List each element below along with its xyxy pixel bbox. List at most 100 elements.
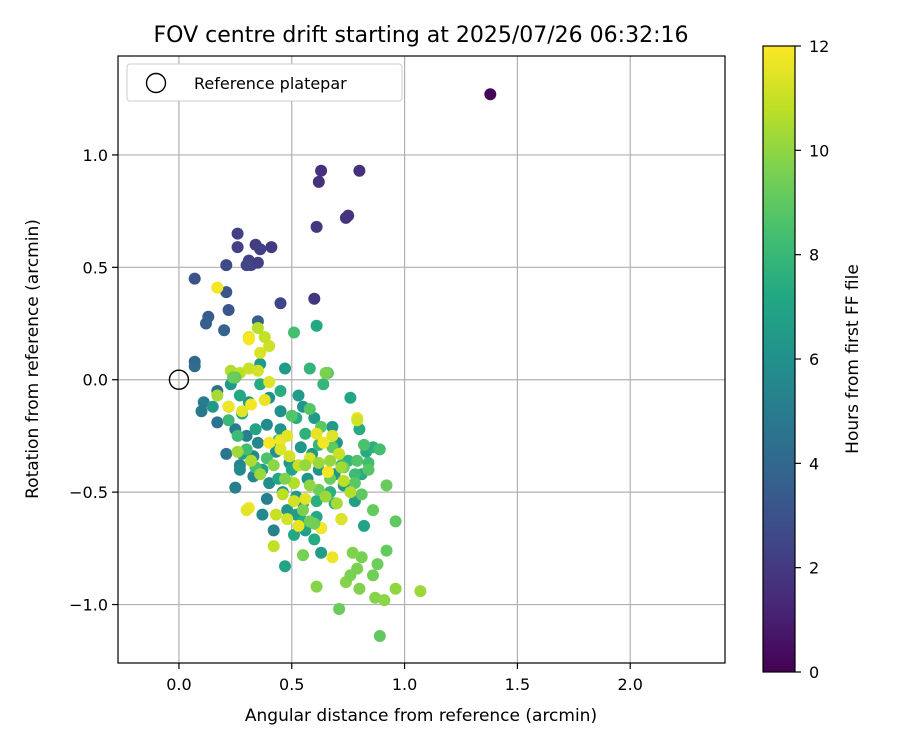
data-point xyxy=(335,513,348,526)
data-point xyxy=(240,504,253,517)
data-point xyxy=(389,515,402,528)
data-point xyxy=(373,443,386,456)
data-point xyxy=(263,477,276,490)
data-point xyxy=(333,447,346,460)
colorbar-tick-label: 12 xyxy=(809,37,829,56)
data-point xyxy=(211,389,224,402)
x-tick-label: 0.5 xyxy=(279,675,304,694)
data-point xyxy=(251,364,264,377)
data-point xyxy=(337,474,350,487)
x-tick-label: 1.5 xyxy=(505,675,530,694)
data-point xyxy=(188,272,201,285)
data-point xyxy=(310,495,323,508)
data-point xyxy=(312,175,325,188)
data-point xyxy=(344,391,357,404)
colorbar-tick-label: 4 xyxy=(809,454,819,473)
data-point xyxy=(195,405,208,418)
data-point xyxy=(249,423,262,436)
data-point xyxy=(355,551,368,564)
data-point xyxy=(227,371,240,384)
legend-box xyxy=(126,63,403,102)
y-tick-label: 1.0 xyxy=(83,146,108,165)
data-point xyxy=(260,418,273,431)
data-point xyxy=(265,241,278,254)
data-point xyxy=(279,362,291,375)
data-point xyxy=(274,385,287,397)
data-point xyxy=(348,468,361,481)
y-tick-label: −1.0 xyxy=(69,596,108,615)
data-point xyxy=(222,304,235,316)
data-point xyxy=(326,551,339,564)
x-tick-label: 1.0 xyxy=(392,675,417,694)
data-point xyxy=(317,378,330,391)
data-point xyxy=(335,461,348,474)
data-point xyxy=(308,533,321,546)
data-point xyxy=(279,472,291,485)
data-point xyxy=(315,164,328,177)
data-point xyxy=(348,477,361,490)
data-point xyxy=(353,423,366,436)
data-point xyxy=(258,331,271,343)
data-point xyxy=(251,322,264,334)
data-point xyxy=(211,416,224,429)
data-point xyxy=(231,429,244,442)
data-point xyxy=(367,504,379,517)
data-point xyxy=(344,486,357,499)
data-point xyxy=(267,540,280,553)
grid-lines xyxy=(118,56,725,663)
data-point xyxy=(288,528,300,541)
data-point xyxy=(274,297,287,310)
data-point xyxy=(281,513,294,526)
data-point xyxy=(254,243,267,256)
data-point xyxy=(260,492,273,505)
y-axis-label: Rotation from reference (arcmin) xyxy=(23,219,43,499)
data-point xyxy=(367,569,379,582)
data-point xyxy=(233,389,246,402)
data-point xyxy=(380,479,393,492)
data-point xyxy=(371,558,384,571)
data-point xyxy=(484,88,497,101)
data-point xyxy=(339,211,352,224)
x-tick-label: 2.0 xyxy=(618,675,643,694)
data-point xyxy=(344,569,357,582)
data-point xyxy=(299,459,312,472)
colorbar-tick-label: 6 xyxy=(809,350,819,369)
data-point xyxy=(236,405,249,418)
data-point xyxy=(321,465,334,478)
data-point xyxy=(188,360,201,373)
data-point xyxy=(211,281,224,294)
data-point xyxy=(324,454,337,467)
data-point xyxy=(206,400,219,413)
data-point xyxy=(310,427,323,440)
colorbar: 0 2 4 6 8 10 12 Hours from first FF file xyxy=(762,37,863,682)
data-point xyxy=(319,367,332,379)
data-point xyxy=(288,326,300,339)
data-point xyxy=(358,519,370,532)
colorbar-label: Hours from first FF file xyxy=(843,264,863,454)
data-point xyxy=(263,340,276,352)
data-point xyxy=(279,560,291,573)
data-point xyxy=(220,259,233,272)
data-point xyxy=(281,429,294,442)
colorbar-tick-label: 0 xyxy=(809,663,819,682)
data-point xyxy=(251,436,264,449)
data-point xyxy=(231,227,244,240)
data-point xyxy=(369,591,382,604)
data-point xyxy=(288,495,300,508)
data-point xyxy=(414,585,427,598)
data-point xyxy=(308,292,321,305)
data-point xyxy=(351,414,364,427)
colorbar-tick-label: 10 xyxy=(809,141,829,160)
x-tick-label: 0.0 xyxy=(166,675,191,694)
data-point xyxy=(200,317,212,330)
data-point xyxy=(315,546,328,559)
data-point xyxy=(267,524,280,537)
colorbar-ticks: 0 2 4 6 8 10 12 xyxy=(795,37,829,682)
data-point xyxy=(310,319,323,332)
x-axis-ticks: 0.0 0.5 1.0 1.5 2.0 xyxy=(166,663,643,694)
data-point xyxy=(333,603,346,615)
data-point xyxy=(254,378,267,391)
data-point xyxy=(245,398,258,411)
data-point xyxy=(270,508,282,521)
data-point xyxy=(242,333,255,346)
